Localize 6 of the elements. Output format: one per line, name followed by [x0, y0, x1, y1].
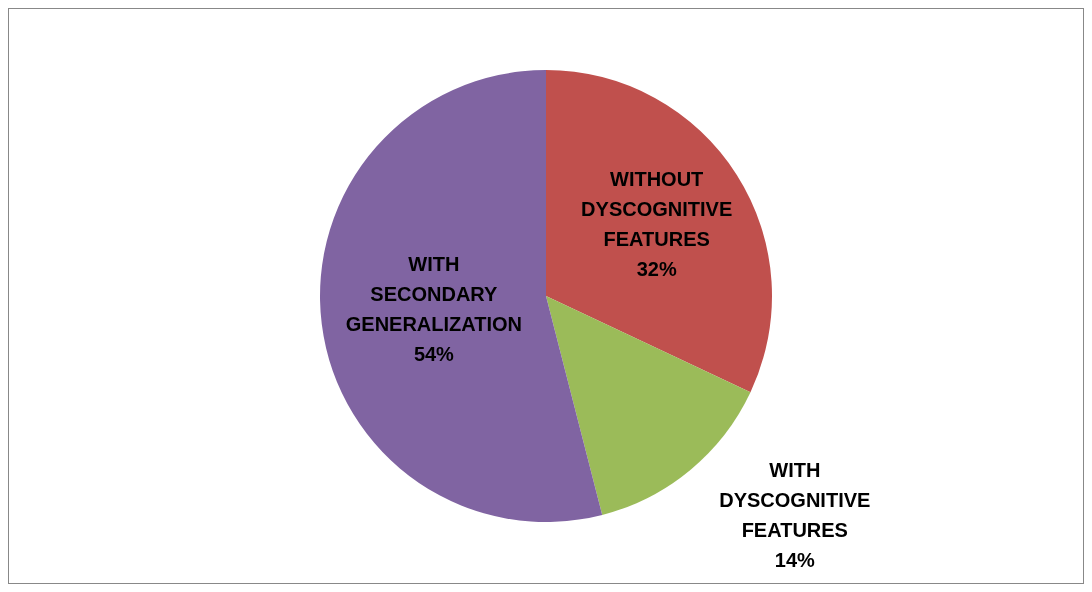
data-label: 32%: [636, 258, 677, 281]
data-label: 54%: [413, 342, 455, 365]
slice-label: WITH SECONDARY GENERALIZATION: [345, 252, 523, 335]
data-label: 14%: [774, 548, 816, 571]
slice-label: WITHOUT DYSCOGNITIVE FEATURES: [581, 168, 733, 251]
slice-label: WITH DYSCOGNITIVE FEATURES: [719, 458, 871, 541]
